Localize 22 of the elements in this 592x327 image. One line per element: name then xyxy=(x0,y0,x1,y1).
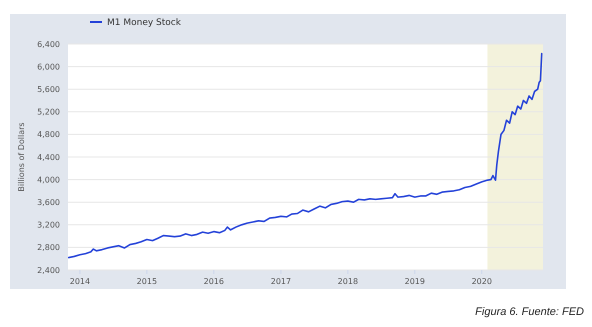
y-tick-label: 4,800 xyxy=(37,130,60,140)
x-tick-label: 2019 xyxy=(404,277,425,286)
y-tick-label: 2,800 xyxy=(37,243,60,252)
x-tick-label: 2020 xyxy=(472,277,492,286)
x-tick-label: 2016 xyxy=(204,277,224,286)
x-tick-label: 2018 xyxy=(338,277,358,286)
text: Figura 6. Fuente: FED xyxy=(475,306,584,318)
y-tick-label: 6,400 xyxy=(37,40,60,49)
legend-label: M1 Money Stock xyxy=(107,18,182,28)
line-series xyxy=(68,52,543,258)
x-tick-label: 2014 xyxy=(70,277,90,286)
y-tick-label: 4,000 xyxy=(37,175,60,184)
y-tick-label: 5,200 xyxy=(37,108,60,117)
y-axis-title: Billions of Dollars xyxy=(17,122,26,192)
y-tick-label: 3,200 xyxy=(37,220,60,230)
y-tick-label: 5,600 xyxy=(37,85,60,94)
y-tick-label: 4,400 xyxy=(37,152,60,162)
x-tick-label: 2015 xyxy=(136,277,158,286)
y-tick-label: 6,000 xyxy=(37,62,60,72)
y-tick-label: 3,600 xyxy=(37,198,60,207)
y-tick-label: 2,400 xyxy=(37,266,60,275)
x-tick-label: 2017 xyxy=(270,277,292,286)
